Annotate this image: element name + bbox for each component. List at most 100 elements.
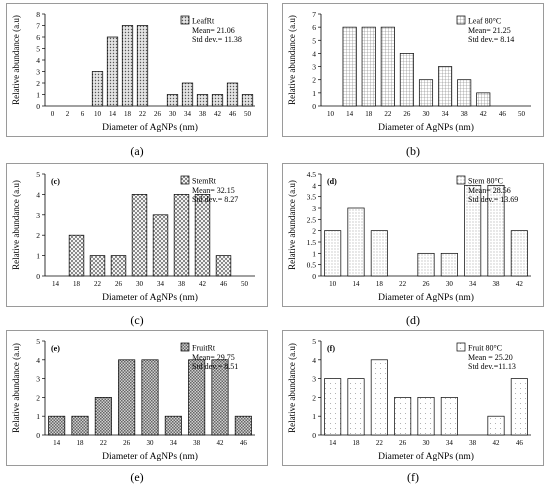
bar — [71, 415, 89, 436]
x-tick-label: 18 — [353, 439, 361, 447]
x-tick-label: 34 — [184, 110, 192, 118]
x-tick-label: 14 — [109, 110, 117, 118]
legend-swatch — [456, 342, 466, 352]
y-tick-label: 7 — [36, 22, 40, 31]
x-tick-label: 14 — [329, 439, 337, 447]
caption-f: (f) — [407, 470, 419, 484]
y-tick-label: 1 — [36, 91, 40, 100]
y-tick-label: 0 — [312, 431, 316, 440]
legend-label: StemRt — [192, 177, 217, 186]
bar — [141, 359, 159, 436]
x-tick-label: 14 — [52, 280, 60, 288]
y-tick-label: 4 — [312, 181, 316, 190]
y-tick-label: 2.5 — [307, 215, 317, 224]
legend-label: FruitRt — [192, 344, 216, 353]
y-tick-label: 4 — [312, 356, 316, 365]
caption-e: (e) — [130, 470, 144, 484]
x-axis-title: Diameter of AgNPs (nm) — [102, 451, 198, 462]
legend-stat: Std dev.= 13.69 — [468, 195, 518, 204]
y-tick-label: 5 — [36, 337, 40, 346]
x-tick-label: 18 — [77, 439, 85, 447]
legend-stat: Mean= 28.56 — [468, 186, 511, 195]
caption-b: (b) — [406, 144, 420, 158]
caption-d: (d) — [406, 313, 420, 327]
x-tick-label: 6 — [81, 110, 85, 118]
bar — [173, 194, 190, 277]
x-tick-label: 30 — [147, 439, 155, 447]
x-tick-label: 14 — [346, 110, 354, 118]
y-tick-label: 0 — [312, 272, 316, 281]
legend-label: Leaf 80°C — [468, 17, 501, 26]
bar — [440, 397, 458, 436]
y-tick-label: 1 — [312, 412, 316, 421]
chart-d: 0 0.5 1 1.5 2 2.5 3 3.5 4 4.5 10 14 18 22 26 30 34 38 42 Di… — [287, 170, 531, 303]
panel-letter: (c) — [51, 177, 60, 186]
y-tick-label: 2 — [36, 231, 40, 240]
x-tick-label: 22 — [139, 110, 147, 118]
x-tick-label: 30 — [446, 280, 454, 288]
legend-swatch — [456, 175, 466, 185]
bar — [89, 255, 106, 277]
bar — [164, 415, 182, 436]
bar — [211, 359, 229, 436]
bar — [438, 66, 453, 107]
y-axis-title: Relative abundance (a.u) — [11, 15, 21, 105]
x-tick-label: 18 — [376, 280, 384, 288]
y-tick-label: 2 — [312, 227, 316, 236]
legend-stat: Std dev.= 8.14 — [468, 35, 514, 44]
y-tick-label: 7 — [312, 10, 316, 19]
legend-stat: Std dev.= 11.38 — [192, 35, 242, 44]
y-tick-label: 3 — [312, 375, 316, 384]
x-tick-label: 46 — [516, 439, 524, 447]
panel-d-box: 0 0.5 1 1.5 2 2.5 3 3.5 4 4.5 10 14 18 22 26 30 34 38 42 Di… — [282, 163, 544, 307]
bar — [347, 207, 365, 277]
x-axis-title: Diameter of AgNPs (nm) — [378, 292, 474, 303]
x-tick-label: 10 — [94, 110, 102, 118]
bar — [324, 230, 342, 277]
bar — [136, 25, 149, 107]
bar — [94, 397, 112, 436]
panel-c-box: 0 1 2 3 4 5 14 18 22 26 30 34 38 42 46 50 Diameter of Ag… — [6, 163, 268, 307]
x-tick-label: 42 — [217, 439, 225, 447]
y-tick-label: 4 — [36, 190, 40, 199]
panel-f-box: 0 1 2 3 4 5 14 18 22 26 30 34 38 42 46 Diameter of AgNP… — [282, 330, 544, 466]
x-tick-label: 26 — [403, 110, 411, 118]
y-tick-label: 6 — [312, 23, 316, 32]
bar — [370, 230, 388, 277]
x-tick-label: 34 — [442, 110, 450, 118]
legend-stat: Std dev.=11.13 — [468, 362, 516, 371]
x-tick-label: 42 — [480, 110, 488, 118]
bar — [226, 82, 239, 107]
x-tick-label: 18 — [73, 280, 81, 288]
x-tick-label: 50 — [241, 280, 249, 288]
y-tick-label: 3 — [36, 68, 40, 77]
bar — [457, 79, 472, 107]
bar — [342, 26, 357, 107]
panel-letter: (d) — [327, 177, 337, 186]
bar — [106, 36, 119, 107]
panel-letter: (f) — [327, 344, 335, 353]
y-tick-label: 0 — [36, 431, 40, 440]
x-tick-label: 22 — [94, 280, 102, 288]
y-tick-label: 1 — [36, 412, 40, 421]
y-axis-title: Relative abundance (a.u) — [287, 180, 297, 270]
bar — [215, 255, 232, 277]
y-tick-label: 1.5 — [307, 238, 317, 247]
y-tick-label: 1 — [312, 249, 316, 258]
y-tick-label: 3 — [36, 211, 40, 220]
caption-c: (c) — [130, 313, 144, 327]
x-tick-label: 26 — [154, 110, 162, 118]
y-tick-label: 8 — [36, 10, 40, 19]
x-tick-label: 34 — [469, 280, 477, 288]
legend-stat: Mean= 21.06 — [192, 26, 235, 35]
x-axis-title: Diameter of AgNPs (nm) — [102, 122, 198, 133]
y-tick-label: 1 — [36, 252, 40, 261]
y-tick-label: 2 — [312, 393, 316, 402]
x-tick-label: 46 — [229, 110, 237, 118]
x-tick-label: 10 — [327, 110, 335, 118]
bar — [110, 255, 127, 277]
